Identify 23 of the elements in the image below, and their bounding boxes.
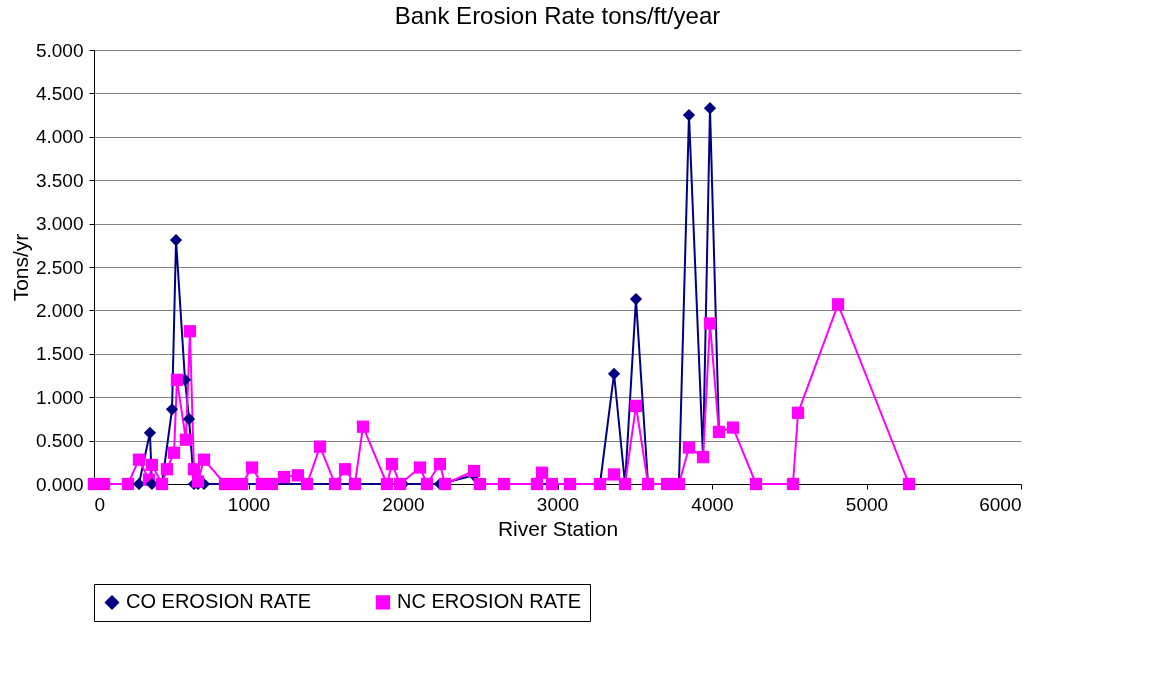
y-tick-label: 2.000: [35, 299, 84, 321]
y-tick-label: 4.000: [35, 126, 84, 148]
y-tick-label: 3.500: [35, 169, 84, 191]
y-tick-label: 4.500: [35, 82, 84, 104]
x-tick-label: 5000: [845, 493, 889, 515]
y-tick-label: 1.000: [35, 386, 84, 408]
x-tick-label: 2000: [382, 493, 425, 515]
x-tick-label: 0: [94, 493, 106, 515]
legend-label: NC EROSION RATE: [397, 590, 582, 613]
x-tick-label: 4000: [691, 493, 734, 515]
x-tick-label: 3000: [536, 493, 580, 515]
legend-label: CO EROSION RATE: [126, 590, 312, 613]
x-tick-label: 1000: [227, 493, 271, 515]
y-tick-label: 0.500: [35, 430, 84, 452]
x-axis-title: River Station: [497, 516, 619, 540]
chart-title: Bank Erosion Rate tons/ft/year: [394, 2, 721, 29]
y-tick-label: 5.000: [35, 39, 84, 61]
y-tick-label: 3.000: [35, 213, 84, 235]
y-tick-label: 0.000: [35, 473, 84, 495]
x-tick-label: 6000: [979, 493, 1022, 515]
y-axis-title: Tons/yr: [8, 233, 32, 302]
y-tick-label: 2.500: [35, 256, 84, 278]
y-tick-label: 1.500: [35, 343, 84, 365]
